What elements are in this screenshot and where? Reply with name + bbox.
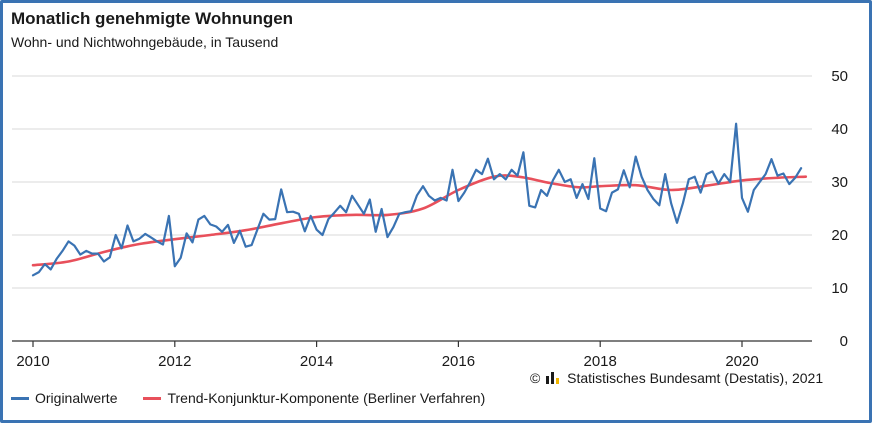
y-tick-label: 0 bbox=[840, 333, 848, 350]
x-axis: 2010 2012 2014 2016 2018 2020 bbox=[12, 340, 812, 370]
legend-item-originalwerte: Originalwerte bbox=[11, 390, 117, 406]
legend-item-trend: Trend-Konjunktur-Komponente (Berliner Ve… bbox=[143, 390, 485, 406]
x-tick-label: 2014 bbox=[300, 353, 333, 370]
destatis-logo-icon bbox=[546, 372, 560, 384]
y-tick-label: 50 bbox=[831, 68, 848, 85]
x-tick-label: 2016 bbox=[442, 353, 475, 370]
y-tick-label: 20 bbox=[831, 227, 848, 244]
y-tick-label: 10 bbox=[831, 280, 848, 297]
y-tick-label: 40 bbox=[831, 121, 848, 138]
legend-swatch-originalwerte bbox=[11, 396, 29, 400]
series-lines bbox=[31, 122, 808, 277]
y-axis-ticks: 0 10 20 30 40 50 bbox=[831, 68, 848, 350]
legend-label-originalwerte: Originalwerte bbox=[35, 390, 118, 406]
series-line-trend bbox=[31, 174, 808, 267]
y-tick-label: 30 bbox=[831, 174, 848, 191]
legend: Originalwerte Trend-Konjunktur-Komponent… bbox=[11, 390, 511, 406]
x-tick-label: 2020 bbox=[725, 353, 758, 370]
legend-label-trend: Trend-Konjunktur-Komponente (Berliner Ve… bbox=[167, 390, 486, 406]
legend-swatch-trend bbox=[143, 396, 162, 400]
x-tick-label: 2012 bbox=[158, 353, 191, 370]
chart-subtitle: Wohn- und Nichtwohngebäude, in Tausend bbox=[11, 34, 279, 50]
source-credit: © Statistisches Bundesamt (Destatis), 20… bbox=[530, 370, 823, 386]
gridlines bbox=[12, 75, 812, 289]
copyright-symbol: © bbox=[530, 370, 541, 386]
x-tick-label: 2010 bbox=[16, 353, 49, 370]
x-tick-label: 2018 bbox=[584, 353, 617, 370]
source-text: Statistisches Bundesamt (Destatis), 2021 bbox=[567, 370, 824, 386]
series-line-originalwerte bbox=[31, 122, 803, 277]
chart-title: Monatlich genehmigte Wohnungen bbox=[11, 9, 294, 28]
